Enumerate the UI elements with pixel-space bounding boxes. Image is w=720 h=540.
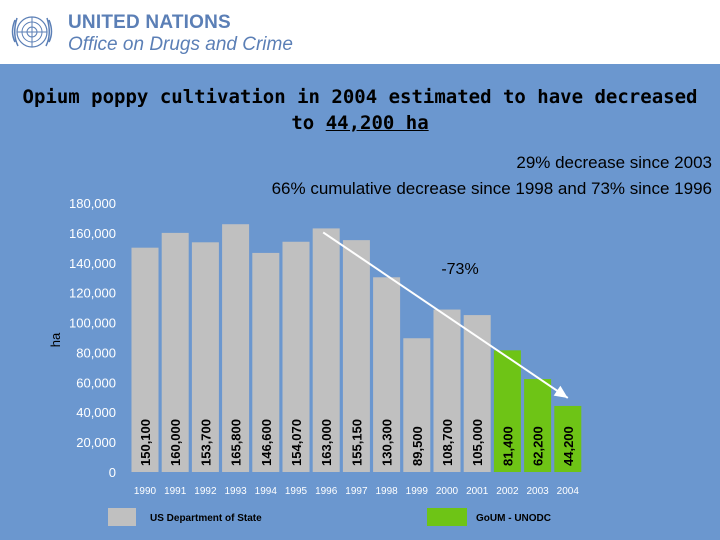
y-tick-label: 80,000: [76, 345, 116, 360]
x-tick-label-1996: 1996: [315, 486, 338, 497]
x-tick-label-2001: 2001: [466, 486, 489, 497]
x-tick-label-2003: 2003: [526, 486, 549, 497]
legend-swatch-us: [108, 508, 136, 526]
title-line-1: Opium poppy cultivation in 2004 estimate…: [22, 86, 698, 108]
value-label-1996: 163,000: [319, 419, 334, 466]
bar-1991: [161, 232, 189, 472]
title-line-2-prefix: to: [291, 112, 326, 134]
bar-1998: [373, 277, 401, 472]
value-label-1995: 154,070: [289, 419, 304, 466]
y-axis-label: ha: [48, 332, 63, 347]
title-highlight-value: 44,200 ha: [325, 112, 429, 134]
value-label-1997: 155,150: [349, 419, 364, 466]
value-label-1994: 146,600: [259, 419, 274, 466]
subtitle-line-1: 29% decrease since 2003: [516, 153, 712, 172]
x-tick-label-1997: 1997: [345, 486, 368, 497]
x-tick-label-1992: 1992: [194, 486, 217, 497]
slide-subtitle: 29% decrease since 2003 66% cumulative d…: [92, 150, 712, 202]
bar-1993: [222, 224, 250, 472]
value-label-2001: 105,000: [470, 419, 485, 466]
y-tick-label: 0: [109, 465, 116, 480]
bar-2004: [554, 405, 582, 472]
bar-1997: [342, 240, 370, 472]
bar-1996: [312, 228, 340, 472]
bar-1992: [191, 242, 219, 472]
value-label-1999: 89,500: [410, 426, 425, 466]
x-tick-label-1994: 1994: [255, 486, 278, 497]
y-tick-label: 100,000: [69, 316, 116, 331]
y-tick-label: 160,000: [69, 226, 116, 241]
title-line-2: to 44,200 ha: [0, 110, 720, 136]
bar-1999: [403, 338, 431, 472]
y-tick-label: 180,000: [69, 196, 116, 211]
y-tick-label: 140,000: [69, 256, 116, 271]
y-tick-label: 40,000: [76, 405, 116, 420]
value-label-1998: 130,300: [380, 419, 395, 466]
trend-arrow-head: [553, 385, 568, 398]
bar-2001: [463, 315, 491, 472]
un-emblem-icon: [11, 16, 53, 48]
x-tick-label-2004: 2004: [557, 486, 580, 497]
legend-label-gou: GoUM - UNODC: [476, 513, 551, 524]
bar-1994: [252, 252, 280, 472]
value-label-2002: 81,400: [500, 426, 515, 466]
bar-1995: [282, 241, 310, 472]
trend-annotation-label: -73%: [441, 261, 478, 278]
value-label-1991: 160,000: [168, 419, 183, 466]
bar-2003: [524, 379, 552, 472]
trend-arrow-line: [322, 231, 569, 399]
org-name: UNITED NATIONS: [68, 12, 231, 33]
header: UNITED NATIONS Office on Drugs and Crime: [0, 0, 720, 64]
legend-label-us: US Department of State: [150, 513, 262, 524]
y-tick-label: 60,000: [76, 375, 116, 390]
bar-2002: [493, 350, 521, 472]
subtitle-line-2: 66% cumulative decrease since 1998 and 7…: [271, 179, 712, 198]
bar-2000: [433, 309, 461, 472]
value-label-2004: 44,200: [561, 426, 576, 466]
x-tick-label-1991: 1991: [164, 486, 187, 497]
org-subname: Office on Drugs and Crime: [68, 34, 293, 55]
x-tick-label-1998: 1998: [375, 486, 398, 497]
bar-1990: [131, 247, 159, 472]
x-tick-label-1990: 1990: [134, 486, 157, 497]
y-tick-label: 20,000: [76, 435, 116, 450]
x-tick-label-1995: 1995: [285, 486, 308, 497]
value-label-2000: 108,700: [440, 419, 455, 466]
x-tick-label-2002: 2002: [496, 486, 519, 497]
value-label-1993: 165,800: [229, 419, 244, 466]
slide-title: Opium poppy cultivation in 2004 estimate…: [0, 84, 720, 136]
value-label-2003: 62,200: [531, 426, 546, 466]
y-tick-label: 120,000: [69, 286, 116, 301]
x-tick-label-1999: 1999: [406, 486, 429, 497]
value-label-1992: 153,700: [198, 419, 213, 466]
x-tick-label-2000: 2000: [436, 486, 459, 497]
value-label-1990: 150,100: [138, 419, 153, 466]
x-tick-label-1993: 1993: [224, 486, 247, 497]
legend-swatch-gou: [427, 508, 467, 526]
